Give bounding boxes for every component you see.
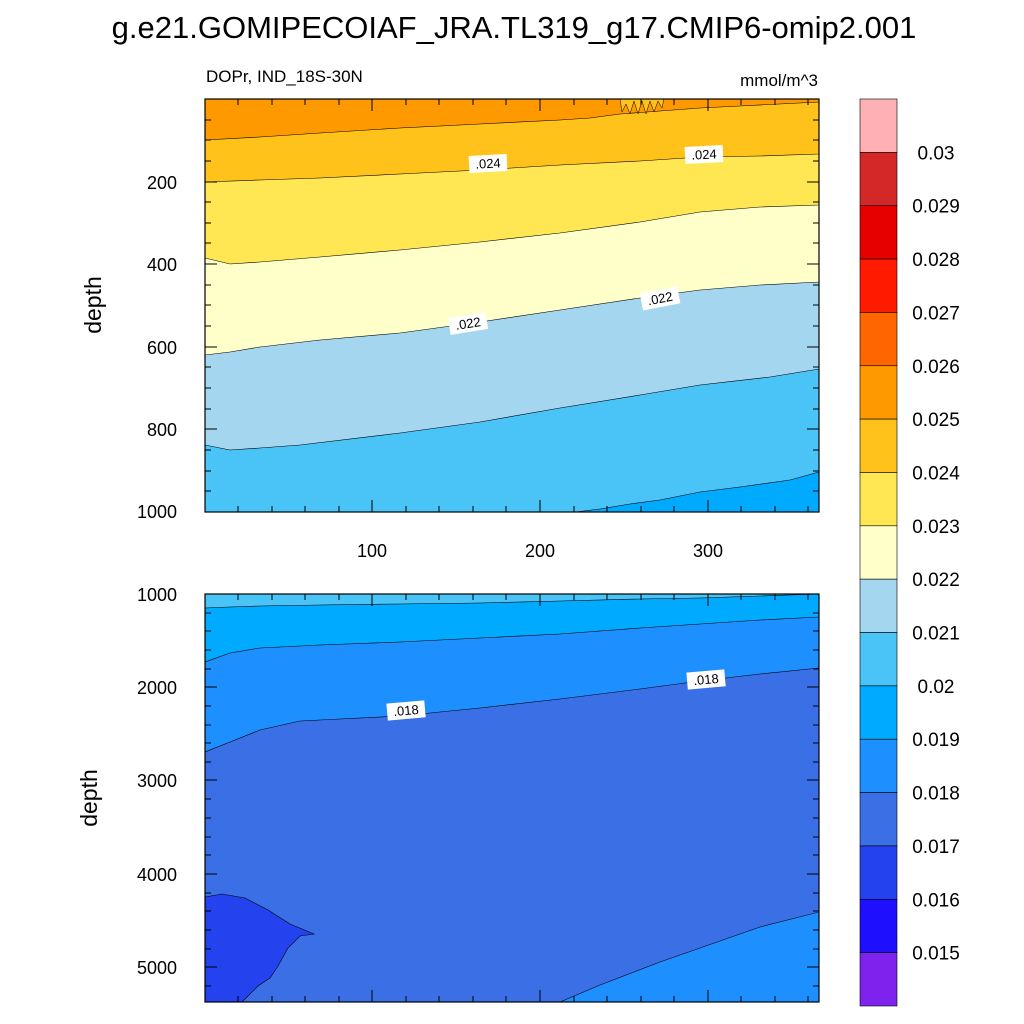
colorbar-label: 0.021 bbox=[912, 624, 960, 645]
colorbar-swatch bbox=[859, 952, 898, 1007]
y-tick-label: 1000 bbox=[137, 502, 177, 522]
bottom-y-axis-label: depth bbox=[76, 769, 102, 827]
bottom-panel-frame bbox=[204, 593, 820, 1003]
colorbar-swatch bbox=[859, 418, 898, 473]
bottom-panel bbox=[205, 594, 819, 1002]
top-contour-labels: .024 .024 .022 .022 bbox=[447, 145, 724, 335]
x-tick-label: 300 bbox=[693, 541, 723, 561]
colorbar-swatch bbox=[859, 312, 898, 367]
y-tick-label: 800 bbox=[147, 420, 177, 440]
colorbar-swatch bbox=[859, 365, 898, 420]
y-tick-label: 1000 bbox=[137, 585, 177, 605]
top-y-ticklabels: 200 400 600 800 1000 bbox=[137, 173, 177, 522]
y-tick-label: 400 bbox=[147, 255, 177, 275]
bottom-band-0020 bbox=[205, 594, 819, 609]
top-x-ticklabels: 100 200 300 bbox=[357, 541, 723, 561]
y-tick-label: 4000 bbox=[137, 865, 177, 885]
units-label: mmol/m^3 bbox=[740, 71, 818, 90]
bottom-contour-labels: .018 .018 bbox=[386, 669, 726, 721]
bottom-y-ticklabels: 1000 2000 3000 4000 5000 bbox=[137, 585, 177, 978]
colorbar-swatch bbox=[859, 205, 898, 260]
colorbar-label: 0.016 bbox=[912, 890, 960, 911]
contour-label: .022 bbox=[646, 289, 674, 309]
y-tick-label: 5000 bbox=[137, 958, 177, 978]
colorbar-swatch bbox=[859, 578, 898, 633]
colorbar-swatch bbox=[859, 152, 898, 207]
y-tick-label: 200 bbox=[147, 173, 177, 193]
colorbar-swatch bbox=[859, 685, 898, 740]
contour-label: .022 bbox=[454, 314, 481, 333]
top-ticks bbox=[205, 99, 819, 512]
colorbar-swatch bbox=[859, 632, 898, 687]
y-tick-label: 600 bbox=[147, 338, 177, 358]
colorbar-swatch bbox=[859, 525, 898, 580]
x-tick-label: 100 bbox=[357, 541, 387, 561]
colorbar-swatch bbox=[859, 792, 898, 847]
colorbar-label: 0.022 bbox=[912, 570, 960, 591]
colorbar-swatch bbox=[859, 845, 898, 900]
contour-label: .018 bbox=[693, 671, 720, 688]
contour-label: .018 bbox=[393, 702, 420, 719]
colorbar-label: 0.028 bbox=[912, 250, 960, 271]
colorbar-labels: 0.03 0.029 0.028 0.027 0.026 0.025 0.024 0.023 0… bbox=[912, 143, 960, 964]
colorbar-swatch bbox=[859, 98, 898, 153]
bottom-ticks bbox=[205, 594, 819, 1002]
colorbar-label: 0.015 bbox=[912, 944, 960, 965]
colorbar-swatch bbox=[859, 258, 898, 313]
variable-label: DOPr, IND_18S-30N bbox=[206, 67, 363, 86]
y-tick-label: 3000 bbox=[137, 771, 177, 791]
colorbar-label: 0.025 bbox=[912, 410, 960, 431]
top-band-0027 bbox=[619, 99, 665, 115]
y-tick-label: 2000 bbox=[137, 678, 177, 698]
colorbar-label: 0.017 bbox=[912, 837, 960, 858]
top-panel bbox=[205, 99, 819, 512]
contour-label: .024 bbox=[691, 146, 717, 162]
page-title: g.e21.GOMIPECOIAF_JRA.TL319_g17.CMIP6-om… bbox=[112, 10, 917, 45]
colorbar-swatch bbox=[859, 738, 898, 793]
contour-label: .024 bbox=[475, 155, 501, 171]
colorbar bbox=[859, 98, 898, 1007]
colorbar-swatch bbox=[859, 472, 898, 527]
colorbar-label: 0.018 bbox=[912, 784, 960, 805]
colorbar-swatch bbox=[859, 898, 898, 953]
bottom-band-0016 bbox=[205, 893, 316, 1002]
top-y-axis-label: depth bbox=[80, 276, 106, 334]
colorbar-label: 0.024 bbox=[912, 463, 960, 484]
bottom-band-0019 bbox=[205, 594, 819, 663]
bottom-band-0018-lower bbox=[559, 911, 819, 1002]
colorbar-label: 0.019 bbox=[912, 730, 960, 751]
colorbar-label: 0.026 bbox=[912, 357, 960, 378]
colorbar-label: 0.03 bbox=[918, 143, 955, 164]
x-tick-label: 200 bbox=[525, 541, 555, 561]
top-band-0026 bbox=[205, 99, 819, 141]
colorbar-label: 0.029 bbox=[912, 197, 960, 218]
colorbar-label: 0.02 bbox=[918, 677, 955, 698]
colorbar-label: 0.027 bbox=[912, 303, 960, 324]
colorbar-label: 0.023 bbox=[912, 517, 960, 538]
